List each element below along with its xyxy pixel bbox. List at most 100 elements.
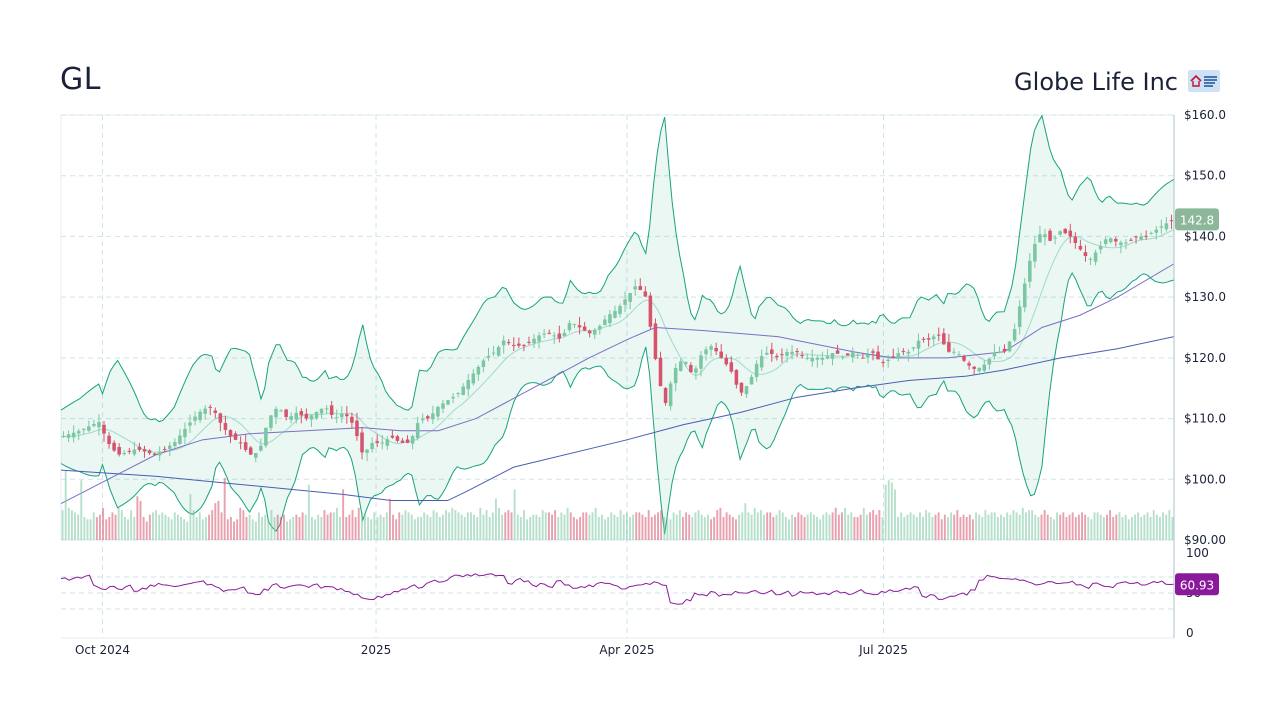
volume-bar xyxy=(1015,512,1018,540)
volume-bar xyxy=(1112,517,1115,540)
volume-bar xyxy=(937,512,940,540)
candle-body xyxy=(208,406,213,408)
candle-body xyxy=(157,452,162,456)
volume-bar xyxy=(909,512,912,540)
volume-bar xyxy=(610,512,613,540)
volume-bar xyxy=(273,517,276,540)
volume-bar xyxy=(710,519,712,540)
candle-body xyxy=(1103,239,1108,244)
volume-bar xyxy=(441,514,444,540)
candle-body xyxy=(542,333,546,335)
candle-body xyxy=(845,353,850,356)
volume-bar xyxy=(663,517,666,540)
volume-bar xyxy=(918,512,921,540)
candle-body xyxy=(152,453,157,455)
candle-body xyxy=(916,340,921,349)
candle-body xyxy=(764,352,769,355)
candle-body xyxy=(167,445,172,449)
volume-bar xyxy=(130,510,133,540)
candle-body xyxy=(562,332,567,336)
candle-body xyxy=(309,415,314,420)
band-lower xyxy=(60,271,1175,535)
volume-bar xyxy=(850,512,853,540)
volume-bar xyxy=(1059,514,1062,540)
volume-bar xyxy=(211,510,214,540)
volume-bar xyxy=(382,517,385,540)
candle-body xyxy=(567,323,572,331)
candle-body xyxy=(613,310,617,318)
volume-bar xyxy=(912,514,915,540)
volume-bar xyxy=(722,517,725,540)
volume-bar xyxy=(529,517,532,540)
volume-bar xyxy=(554,510,557,540)
candle-body xyxy=(451,396,455,399)
candle-body xyxy=(426,416,430,419)
volume-bar xyxy=(176,514,179,540)
volume-bar xyxy=(856,517,859,540)
volume-bar xyxy=(588,514,591,540)
volume-bar xyxy=(678,510,681,540)
volume-bar xyxy=(70,510,73,540)
volume-bar xyxy=(267,519,270,540)
candle-body xyxy=(466,379,471,390)
volume-bar xyxy=(778,510,781,540)
volume-bar xyxy=(423,512,426,540)
candle-body xyxy=(248,447,253,455)
volume-bar xyxy=(968,514,971,540)
candle-body xyxy=(972,366,976,369)
rsi-value-tag xyxy=(1175,573,1219,596)
candle-body xyxy=(137,446,142,450)
candle-body xyxy=(147,450,152,454)
candle-body xyxy=(1063,229,1068,234)
volume-bar xyxy=(990,512,993,540)
volume-bar xyxy=(1093,512,1096,540)
candle-body xyxy=(400,440,405,443)
candle-body xyxy=(582,326,587,331)
candle-body xyxy=(987,358,992,365)
candle-body xyxy=(329,405,334,415)
volume-bar xyxy=(74,512,76,540)
volume-bar xyxy=(320,517,323,540)
volume-bar xyxy=(482,514,485,540)
candle-body xyxy=(405,439,410,443)
volume-bar xyxy=(142,517,145,540)
volume-bar xyxy=(298,517,301,540)
candle-body xyxy=(694,368,698,373)
volume-bar xyxy=(1053,519,1055,540)
candle-body xyxy=(638,285,643,291)
volume-bar xyxy=(161,512,164,540)
candle-body xyxy=(623,299,627,305)
volume-bar xyxy=(401,514,404,540)
y-tick-label: $90.00 xyxy=(1184,533,1226,547)
candle-body xyxy=(699,355,703,369)
volume-bar xyxy=(1037,517,1040,540)
rsi-tick-label: 0 xyxy=(1186,626,1194,640)
volume-bar xyxy=(837,514,840,540)
candle-body xyxy=(476,366,481,375)
volume-bar xyxy=(426,514,429,540)
candle-body xyxy=(1043,234,1047,238)
volume-bar xyxy=(432,510,435,540)
volume-bar xyxy=(102,507,105,540)
volume-bar xyxy=(747,512,750,540)
candle-body xyxy=(1078,245,1083,250)
volume-bar xyxy=(1028,510,1030,540)
candle-body xyxy=(340,413,344,418)
candle-body xyxy=(360,432,364,453)
volume-bar xyxy=(1000,514,1002,540)
volume-bar xyxy=(653,514,656,540)
volume-bar xyxy=(685,512,688,540)
candle-body xyxy=(198,411,202,421)
candle-body xyxy=(334,417,339,419)
volume-bar xyxy=(865,514,868,540)
volume-bar xyxy=(959,517,962,540)
rsi-value-label: 60.93 xyxy=(1180,578,1214,592)
volume-bar xyxy=(67,507,70,540)
candle-body xyxy=(815,357,820,360)
volume-bar xyxy=(1124,514,1127,540)
volume-bar xyxy=(600,514,603,540)
volume-bar xyxy=(809,512,812,540)
candle-body xyxy=(850,352,855,358)
volume-bar xyxy=(822,514,825,540)
candle-body xyxy=(673,367,678,384)
